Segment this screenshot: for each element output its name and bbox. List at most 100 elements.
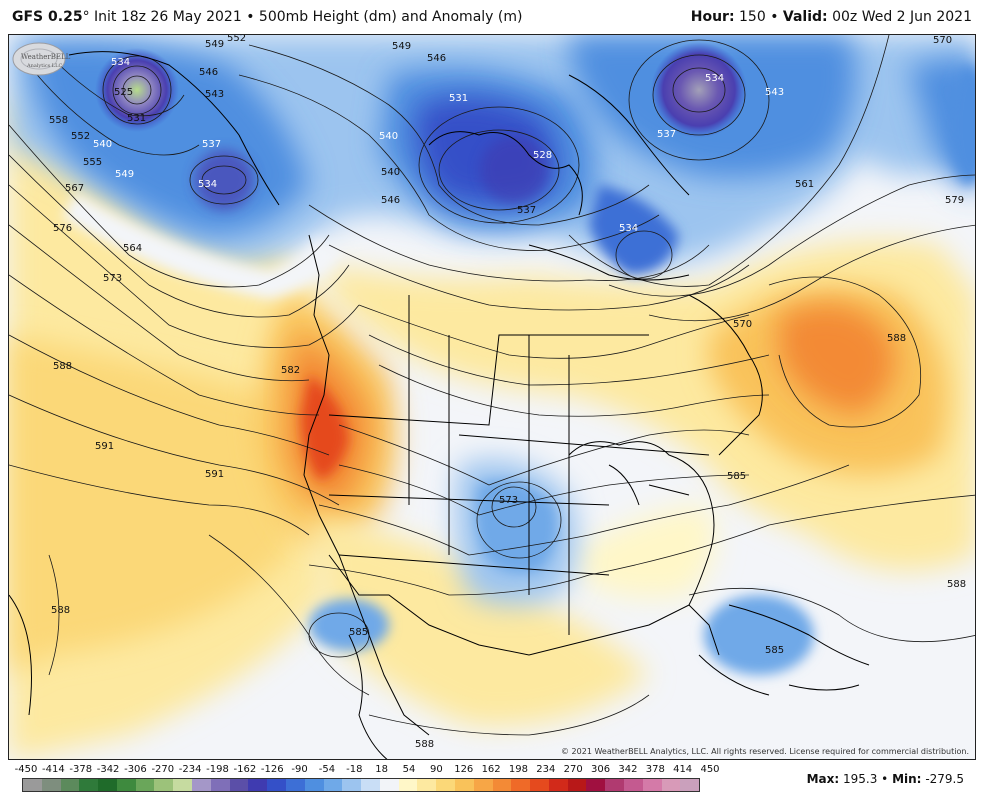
- contour-label: 588: [415, 739, 434, 750]
- scale-color-swatch: [530, 779, 549, 791]
- scale-color-swatch: [342, 779, 362, 791]
- scale-color-swatch: [285, 779, 305, 791]
- scale-color-swatch: [548, 779, 568, 791]
- contour-label: 546: [199, 67, 218, 78]
- scale-color-swatch: [173, 779, 193, 791]
- scale-color-swatch: [192, 779, 211, 791]
- contour-label: 543: [765, 87, 784, 98]
- contour-label: 591: [95, 441, 114, 452]
- init-time: Init 18z 26 May 2021: [94, 9, 242, 25]
- scale-tick-label: 198: [508, 764, 529, 775]
- contour-label: 588: [53, 361, 72, 372]
- scale-tick-label: 270: [563, 764, 583, 775]
- contour-label: 537: [202, 139, 221, 150]
- scale-color-bar: [22, 778, 700, 792]
- max-min-stats: Max: 195.3 • Min: -279.5: [807, 772, 964, 786]
- contour-label: 552: [227, 35, 246, 44]
- min-value: -279.5: [925, 772, 964, 786]
- contour-label: 534: [705, 73, 724, 84]
- scale-tick-label: -18: [346, 764, 363, 775]
- weatherbell-logo: WeatherBELL Analytics LLC: [12, 42, 71, 76]
- contour-label: 549: [115, 169, 134, 180]
- scale-tick-label: -378: [69, 764, 93, 775]
- contour-label: 561: [795, 179, 814, 190]
- scale-color-swatch: [398, 779, 418, 791]
- contour-label: 540: [93, 139, 112, 150]
- scale-tick-label: 90: [430, 764, 443, 775]
- contour-label: 585: [727, 471, 746, 482]
- contour-label: 534: [198, 179, 217, 190]
- scale-color-swatch: [79, 779, 99, 791]
- scale-color-swatch: [135, 779, 155, 791]
- scale-tick-labels: -450 -414 -378 -342 -306 -270 -234 -198 -162 -126…: [14, 764, 720, 778]
- scale-tick-label: -126: [260, 764, 284, 775]
- scale-tick-label: 54: [402, 764, 416, 775]
- contour-label: 585: [349, 627, 368, 638]
- contour-label: 546: [381, 195, 400, 206]
- scale-tick-label: 378: [645, 764, 665, 775]
- scale-color-swatch: [492, 779, 512, 791]
- contour-label: 531: [449, 93, 468, 104]
- scale-color-swatch: [361, 779, 380, 791]
- contour-label: 552: [71, 131, 90, 142]
- scale-color-swatch: [605, 779, 624, 791]
- scale-color-swatch: [41, 779, 61, 791]
- contour-label: 588: [51, 605, 70, 616]
- scale-color-swatch: [267, 779, 286, 791]
- contour-label: 582: [281, 365, 300, 376]
- scale-tick-label: 450: [700, 764, 720, 775]
- max-value: 195.3: [842, 772, 878, 786]
- scale-tick-label: 126: [454, 764, 474, 775]
- scale-color-swatch: [661, 779, 681, 791]
- contour-label: 567: [65, 183, 84, 194]
- header-right: Hour: 150 • Valid: 00z Wed 2 Jun 2021: [691, 9, 972, 25]
- contour-label: 540: [381, 167, 400, 178]
- product-name: 500mb Height (dm) and Anomaly (m): [258, 9, 523, 25]
- geography-outlines: [9, 51, 870, 759]
- scale-color-swatch: [248, 779, 268, 791]
- scale-color-swatch: [436, 779, 455, 791]
- anomaly-shading: [9, 35, 975, 759]
- scale-color-swatch: [323, 779, 343, 791]
- contour-label: 543: [205, 89, 224, 100]
- scale-color-swatch: [473, 779, 493, 791]
- contour-label: 570: [733, 319, 752, 330]
- scale-color-swatch: [642, 779, 662, 791]
- scale-color-swatch: [98, 779, 117, 791]
- scale-color-swatch: [210, 779, 230, 791]
- scale-tick-label: -450: [14, 764, 38, 775]
- contour-label: 573: [103, 273, 122, 284]
- scale-tick-label: -54: [318, 764, 336, 775]
- header-separator-right: •: [770, 9, 779, 25]
- contour-label: 558: [49, 115, 68, 126]
- contour-label: 555: [83, 157, 102, 168]
- scale-color-swatch: [567, 779, 587, 791]
- scale-tick-label: -342: [96, 764, 120, 775]
- scale-tick-label: 234: [536, 764, 556, 775]
- valid-label: Valid:: [782, 9, 828, 25]
- contour-label: 588: [887, 333, 906, 344]
- scale-color-swatch: [379, 779, 399, 791]
- scale-tick-label: 18: [375, 764, 389, 775]
- scale-tick-label: -306: [124, 764, 147, 775]
- contour-label: 591: [205, 469, 224, 480]
- scale-tick-label: 306: [591, 764, 611, 775]
- scale-tick-label: 162: [481, 764, 501, 775]
- scale-color-swatch: [60, 779, 80, 791]
- contour-label: 537: [657, 129, 676, 140]
- scale-color-swatch: [229, 779, 249, 791]
- scale-tick-label: -414: [42, 764, 65, 775]
- contour-label: 564: [123, 243, 142, 254]
- contour-label: 540: [379, 131, 398, 142]
- contour-label: 531: [127, 113, 146, 124]
- contour-label: 573: [499, 495, 518, 506]
- degree-symbol: °: [82, 9, 90, 25]
- contour-label: 585: [765, 645, 784, 656]
- scale-tick-label: -234: [178, 764, 202, 775]
- scale-color-swatch: [454, 779, 474, 791]
- copyright-notice: © 2021 WeatherBELL Analytics, LLC. All r…: [561, 747, 969, 756]
- contour-label: 525: [114, 87, 133, 98]
- contour-label: 528: [533, 150, 552, 161]
- height-contours: [9, 35, 975, 736]
- hour-value: 150: [739, 9, 766, 25]
